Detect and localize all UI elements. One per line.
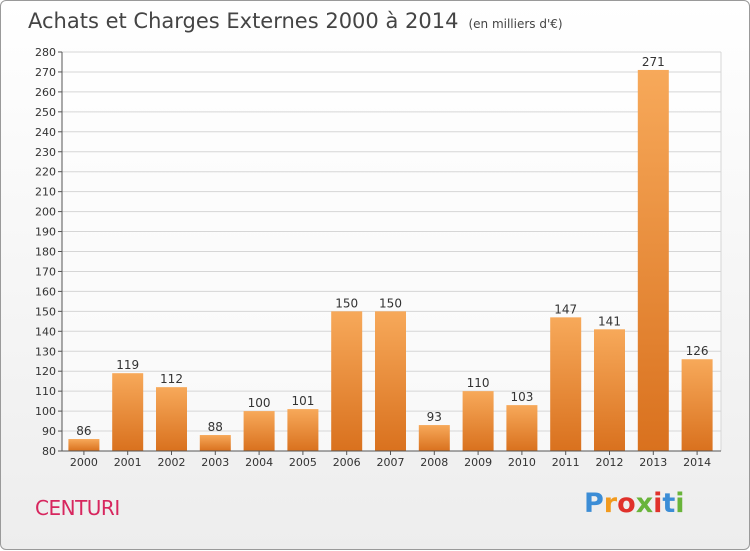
y-tick-label: 220 (35, 166, 56, 179)
labels: 8090100110120130140150160170180190200210… (35, 46, 711, 469)
data-label: 150 (379, 296, 402, 310)
x-tick-label: 2011 (552, 456, 580, 469)
y-tick-label: 280 (35, 46, 56, 59)
x-tick-label: 2007 (377, 456, 405, 469)
logo-letter: t (662, 488, 676, 519)
y-tick-label: 210 (35, 186, 56, 199)
y-tick-label: 80 (42, 445, 56, 458)
data-label: 100 (248, 396, 271, 410)
bar (462, 391, 494, 451)
logo-letter: x (635, 488, 654, 519)
y-tick-label: 200 (35, 206, 56, 219)
bar (550, 317, 582, 451)
y-tick-label: 270 (35, 66, 56, 79)
axes (58, 51, 721, 455)
proxiti-logo[interactable]: Proxiti (584, 488, 685, 519)
bar (243, 411, 275, 451)
bar (287, 409, 319, 451)
x-tick-label: 2009 (464, 456, 492, 469)
bar (156, 387, 187, 451)
data-label: 147 (554, 302, 577, 316)
x-tick-label: 2008 (420, 456, 448, 469)
logo-letter: i (653, 488, 663, 519)
y-tick-label: 160 (35, 285, 56, 298)
chart-subtitle: (en milliers d'€) (468, 17, 563, 31)
x-tick-label: 2014 (683, 456, 711, 469)
y-tick-label: 180 (35, 246, 56, 259)
bar (506, 405, 538, 451)
bars (68, 69, 713, 451)
bar (199, 435, 231, 451)
logo-letter: i (675, 488, 685, 519)
y-tick-label: 170 (35, 265, 56, 278)
y-tick-label: 130 (35, 345, 56, 358)
y-tick-label: 230 (35, 146, 56, 159)
y-tick-label: 250 (35, 106, 56, 119)
data-label: 112 (160, 372, 183, 386)
x-tick-label: 2006 (333, 456, 361, 469)
x-tick-label: 2001 (114, 456, 142, 469)
y-tick-label: 190 (35, 226, 56, 239)
data-label: 271 (642, 55, 665, 69)
x-tick-label: 2010 (508, 456, 536, 469)
bar (112, 373, 144, 451)
y-tick-label: 260 (35, 86, 56, 99)
data-label: 93 (427, 410, 442, 424)
y-tick-label: 110 (35, 385, 56, 398)
chart-title-text: Achats et Charges Externes 2000 à 2014 (28, 9, 459, 33)
bar (331, 311, 363, 451)
data-label: 126 (686, 344, 709, 358)
x-tick-label: 2004 (245, 456, 273, 469)
data-label: 141 (598, 314, 621, 328)
y-tick-label: 120 (35, 365, 56, 378)
bar (375, 311, 406, 451)
y-tick-label: 240 (35, 126, 56, 139)
commune-name: CENTURI (35, 496, 120, 520)
chart-title: Achats et Charges Externes 2000 à 2014 (e… (28, 9, 563, 33)
x-tick-label: 2012 (596, 456, 624, 469)
logo-letter: r (603, 488, 618, 519)
bar (681, 359, 713, 451)
y-tick-label: 100 (35, 405, 56, 418)
data-label: 88 (208, 420, 223, 434)
x-tick-label: 2013 (639, 456, 667, 469)
data-label: 119 (116, 358, 139, 372)
data-label: 86 (76, 424, 91, 438)
data-label: 103 (510, 390, 533, 404)
x-tick-label: 2000 (70, 456, 98, 469)
bar (418, 425, 450, 451)
data-label: 110 (467, 376, 490, 390)
logo-letter: P (584, 488, 604, 519)
bar (637, 69, 669, 451)
data-label: 101 (291, 394, 314, 408)
y-tick-label: 150 (35, 305, 56, 318)
y-tick-label: 140 (35, 325, 56, 338)
x-tick-label: 2002 (158, 456, 186, 469)
y-tick-label: 90 (42, 425, 56, 438)
bar (594, 329, 625, 451)
logo-letter: o (617, 488, 636, 519)
x-tick-label: 2005 (289, 456, 317, 469)
data-label: 150 (335, 296, 358, 310)
x-tick-label: 2003 (201, 456, 229, 469)
bar (68, 439, 100, 451)
